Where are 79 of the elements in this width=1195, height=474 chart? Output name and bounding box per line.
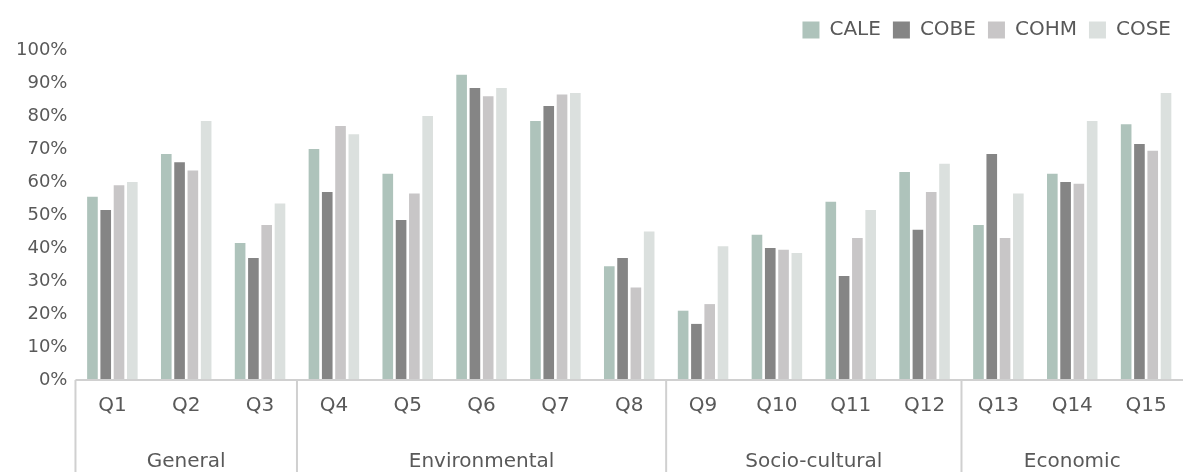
bar <box>838 276 850 380</box>
x-tick-label: Q7 <box>541 392 570 417</box>
bar <box>1013 193 1024 380</box>
bar <box>160 153 172 380</box>
y-tick-label: 50% <box>27 202 68 224</box>
bar <box>382 173 394 380</box>
bar <box>127 182 138 380</box>
y-tick-label: 20% <box>27 301 68 323</box>
bar <box>764 248 776 380</box>
bar <box>643 231 655 380</box>
x-tick-label: Q5 <box>393 392 422 417</box>
x-tick-label: Q10 <box>756 392 798 417</box>
y-tick-label: 10% <box>27 334 68 356</box>
bar <box>274 203 286 380</box>
x-tick-label: Q12 <box>903 392 946 417</box>
bar <box>422 116 433 380</box>
bar <box>1134 144 1145 380</box>
text: General <box>146 448 226 473</box>
bar <box>321 191 333 380</box>
y-tick-label: 90% <box>27 70 68 92</box>
y-tick-label: 30% <box>27 268 68 290</box>
bar <box>939 163 950 380</box>
text: Environmental <box>408 448 555 473</box>
bar <box>348 134 360 380</box>
bar <box>899 172 910 380</box>
x-tick-label: Q3 <box>245 392 275 417</box>
bar <box>200 120 212 380</box>
bar <box>973 224 984 380</box>
x-tick-label: Q1 <box>98 392 127 417</box>
bar <box>1086 120 1098 380</box>
bar <box>865 210 876 380</box>
bar <box>530 120 541 380</box>
bar <box>825 201 837 380</box>
bar <box>1120 124 1132 380</box>
text: Socio-cultural <box>745 448 883 473</box>
bar <box>717 246 729 380</box>
bar <box>603 266 615 380</box>
bar <box>1060 182 1071 380</box>
bar <box>174 162 185 380</box>
bar <box>751 234 763 380</box>
y-tick-label: 70% <box>27 136 68 158</box>
x-tick-label: Q8 <box>615 392 644 417</box>
bar <box>308 149 320 380</box>
x-tick-label: Q4 <box>319 392 349 417</box>
y-tick-label: 60% <box>27 169 68 191</box>
x-tick-label: Q9 <box>688 392 718 417</box>
bar <box>791 252 803 380</box>
bar <box>248 257 259 380</box>
legend-label: COSE <box>1115 16 1172 41</box>
bar <box>100 210 112 380</box>
bar <box>469 87 481 380</box>
bar <box>543 106 555 380</box>
legend-label: COBE <box>919 16 976 41</box>
y-tick-label: 100% <box>15 37 68 59</box>
bar <box>496 87 507 380</box>
bar <box>395 219 407 380</box>
legend-label: CALE <box>829 16 881 41</box>
bar <box>912 229 924 380</box>
bar <box>456 74 467 380</box>
x-tick-label: Q15 <box>1125 392 1167 417</box>
x-tick-label: Q14 <box>1051 392 1093 417</box>
bar <box>677 310 689 380</box>
bar <box>691 323 702 380</box>
bar <box>617 257 628 380</box>
bar <box>234 243 246 380</box>
bar <box>570 92 581 380</box>
y-tick-label: 40% <box>27 235 68 257</box>
x-tick-label: Q6 <box>467 392 496 417</box>
text: Economic <box>1023 448 1121 473</box>
x-tick-label: Q2 <box>171 392 201 417</box>
bar <box>1160 92 1172 380</box>
bar <box>87 196 98 380</box>
x-tick-label: Q11 <box>830 392 872 417</box>
y-tick-label: 80% <box>27 103 68 125</box>
y-tick-label: 0% <box>38 367 68 389</box>
bar <box>1046 173 1058 380</box>
x-tick-label: Q13 <box>977 392 1020 417</box>
legend-label: COHM <box>1014 16 1077 41</box>
bar <box>986 153 998 380</box>
